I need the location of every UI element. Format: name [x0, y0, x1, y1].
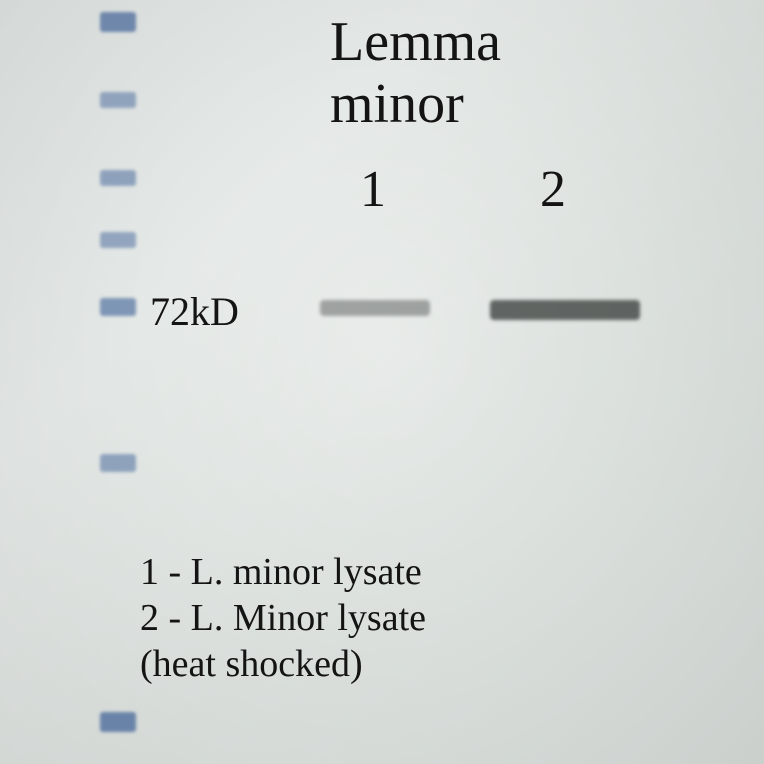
- ladder-band-5: [100, 454, 136, 472]
- lane-label-1: 1: [360, 160, 386, 219]
- ladder-band-2: [100, 170, 136, 186]
- lane-label-2: 2: [540, 160, 566, 219]
- ladder-band-0: [100, 12, 136, 32]
- ladder-band-6: [100, 712, 136, 732]
- legend-line-3: (heat shocked): [140, 642, 363, 686]
- ladder-band-4: [100, 298, 136, 316]
- mw-marker-72kd: 72kD: [150, 288, 239, 335]
- legend-line-1: 1 - L. minor lysate: [140, 550, 422, 594]
- title-line-2: minor: [330, 72, 464, 136]
- ladder-band-3: [100, 232, 136, 248]
- ladder-band-1: [100, 92, 136, 108]
- title-line-1: Lemma: [330, 10, 501, 74]
- band-lane-1-72kd: [320, 300, 430, 316]
- band-lane-2-72kd: [490, 300, 640, 320]
- legend-line-2: 2 - L. Minor lysate: [140, 596, 426, 640]
